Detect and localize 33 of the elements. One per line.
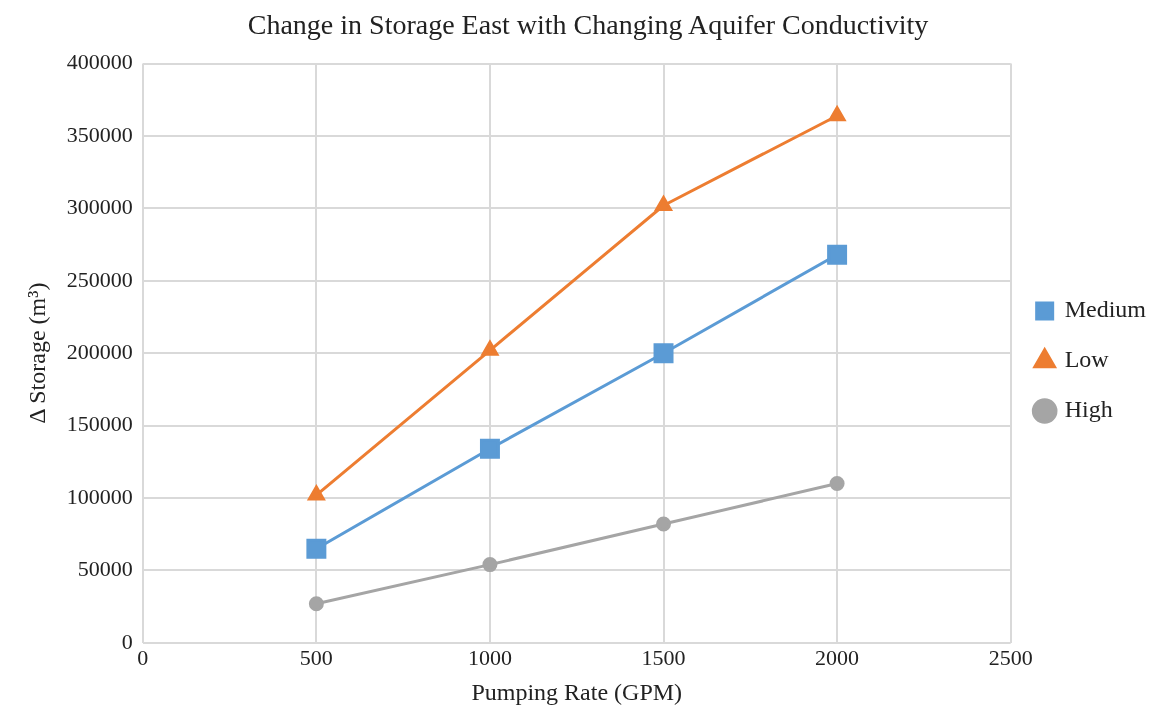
legend-label: High	[1064, 396, 1113, 423]
point	[829, 476, 845, 492]
legend-label: Low	[1064, 346, 1110, 373]
point	[479, 438, 500, 459]
point	[307, 485, 325, 501]
point	[308, 596, 324, 612]
y-tick-label: 400000	[66, 49, 133, 75]
y-tick-label: 0	[121, 628, 133, 654]
point	[306, 538, 327, 559]
y-axis-title: Δ Storage (m³)	[23, 282, 50, 424]
point	[481, 340, 499, 356]
y-tick-label: 200000	[66, 338, 133, 364]
y-tick-label: 50000	[77, 556, 133, 582]
point	[655, 196, 672, 211]
x-tick-label: 500	[299, 644, 333, 670]
x-tick-label: 2500	[988, 644, 1033, 670]
x-tick-label: 1000	[467, 644, 512, 670]
y-tick-label: 300000	[66, 194, 133, 220]
x-tick-label: 2000	[815, 644, 860, 670]
x-axis-title: Pumping Rate (GPM)	[471, 678, 683, 705]
x-tick-label: 0	[137, 644, 149, 670]
y-tick-label: 100000	[66, 483, 133, 509]
point	[828, 106, 846, 122]
y-tick-label: 150000	[66, 411, 133, 437]
y-tick-label: 250000	[66, 266, 133, 292]
point	[656, 516, 672, 532]
point	[827, 244, 848, 265]
point	[482, 557, 498, 573]
y-tick-label: 350000	[66, 121, 133, 147]
legend-label: Medium	[1064, 296, 1147, 323]
point	[653, 343, 674, 364]
chart-title: Change in Storage East with Changing Aquifer Conductivity	[247, 9, 929, 41]
x-tick-label: 1500	[641, 644, 686, 670]
